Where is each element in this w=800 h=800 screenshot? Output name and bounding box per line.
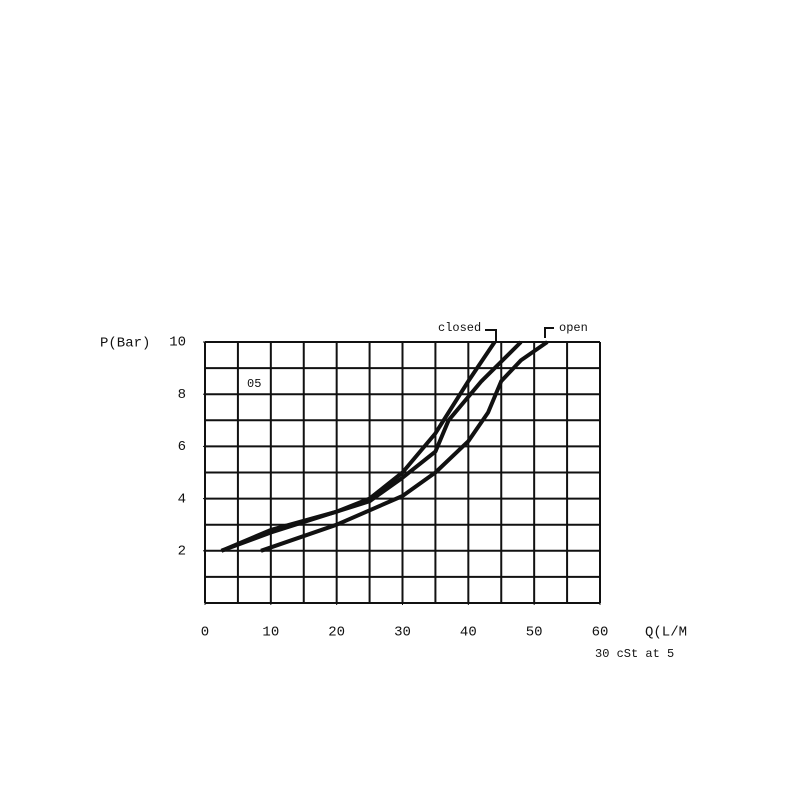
annotation: open	[559, 321, 588, 335]
subtitle: 30 cSt at 5	[595, 647, 674, 661]
x-tick-label: 10	[262, 625, 279, 641]
x-axis-label: Q(L/M	[645, 625, 687, 641]
x-tick-label: 0	[201, 625, 209, 641]
x-tick-label: 60	[592, 625, 609, 641]
x-tick-label: 20	[328, 625, 345, 641]
annotation: closed	[438, 321, 481, 335]
y-axis-label: P(Bar)	[100, 336, 150, 352]
curve	[220, 340, 497, 553]
y-tick-label: 4	[178, 491, 186, 507]
annotation: 05	[247, 377, 261, 391]
y-tick-label: 2	[178, 544, 186, 560]
plot: P(Bar) Q(L/M 30 cSt at 5 closed open 05 …	[100, 321, 687, 661]
curve	[260, 340, 549, 553]
x-tick-label: 50	[526, 625, 543, 641]
y-tick-label: 8	[178, 387, 186, 403]
curve	[220, 340, 523, 553]
y-tick-label: 10	[169, 335, 186, 351]
x-tick-label: 30	[394, 625, 411, 641]
x-tick-label: 40	[460, 625, 477, 641]
y-tick-label: 6	[178, 439, 186, 455]
arrow	[485, 329, 497, 342]
arrow	[544, 327, 554, 338]
